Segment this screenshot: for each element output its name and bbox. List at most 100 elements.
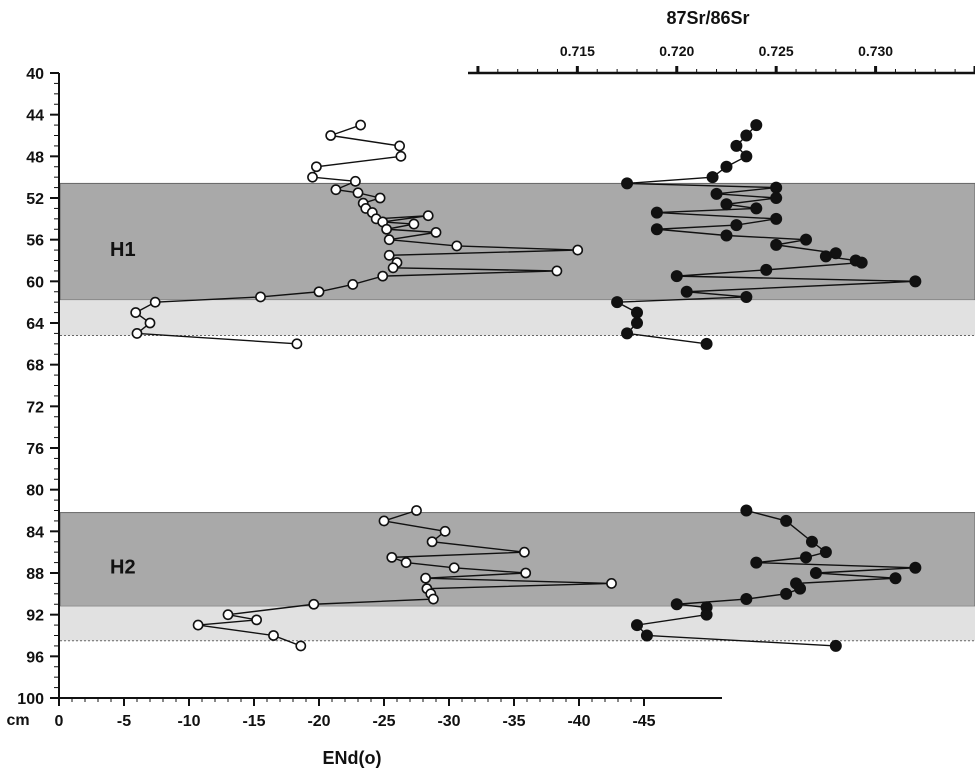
y-axis-unit: cm [6,712,29,729]
end-data-point [430,226,442,238]
end-data-point [411,505,422,516]
end-data-point [307,171,318,183]
end-data-point [400,557,412,568]
sr-tick-label: 0.725 [759,43,794,59]
sr-tick-label: 0.730 [858,43,893,59]
sr-data-point [621,327,634,340]
sr-data-point [740,504,753,517]
sr-data-point [720,160,733,173]
end-data-point [131,328,143,339]
sr-data-point [630,619,643,632]
y-tick-label: 76 [26,441,44,458]
end-data-point [295,640,307,652]
end-data-point [408,218,420,230]
sr-data-point [909,561,922,574]
end-data-point [310,161,322,173]
sr-data-point [720,198,733,211]
sr-data-point [611,296,624,309]
end-data-point [313,286,325,298]
end-data-point [427,593,439,605]
sr-data-point [819,546,832,559]
sr-data-point [770,192,783,205]
end-data-point [291,338,303,350]
top-axis-title: 87Sr/86Sr [666,8,749,28]
sr-data-point [700,337,713,350]
sr-data-point [740,129,753,142]
end-data-point [426,536,438,548]
band-dark [59,182,975,301]
band-label: H1 [110,239,136,261]
sr-data-point [740,593,753,606]
end-data-point [330,184,342,196]
y-tick-label: 88 [26,566,44,583]
sr-data-point [710,187,723,200]
end-data-point [355,119,366,131]
x-axis-title: ENd(o) [323,748,382,768]
x-tick-label: -10 [177,713,200,730]
sr-data-point [909,275,922,288]
end-data-point [349,175,361,187]
y-tick-label: 68 [26,358,44,375]
x-tick-label: -25 [372,713,395,730]
end-data-point [381,223,392,235]
end-data-point [192,619,204,631]
sr-data-point [730,139,743,152]
sr-data-point [805,535,818,548]
y-tick-label: 92 [26,608,44,625]
sr-data-point [855,256,868,269]
end-data-point [144,317,156,329]
sr-data-point [640,629,653,642]
x-tick-label: -30 [437,713,460,730]
x-tick-label: 0 [55,713,64,730]
sr-data-point [770,181,783,194]
end-data-point [572,244,584,256]
x-tick-label: -15 [242,713,265,730]
sr-tick-label: 0.720 [659,43,694,59]
y-tick-label: 60 [26,274,44,291]
sr-data-point [720,229,733,242]
axes-layer [50,66,975,706]
end-data-point [268,630,279,641]
y-tick-label: 96 [26,649,44,666]
sr-data-point [650,206,663,219]
sr-data-point [794,582,807,595]
sr-data-point [780,587,793,600]
end-data-point [383,234,395,246]
end-data-point [383,249,395,261]
end-data-point [377,270,389,282]
end-data-point [352,187,364,199]
sr-data-point [770,212,783,225]
end-data-point [606,578,617,589]
end-data-point [130,307,142,318]
sr-data-point [621,177,634,190]
sr-data-point [829,247,842,260]
end-data-point [222,609,234,621]
series-layer [130,119,922,652]
y-tick-label: 48 [26,149,44,166]
y-tick-label: 84 [26,524,44,541]
sr-data-point [680,285,693,298]
y-tick-label: 80 [26,483,44,500]
sr-data-point [630,306,643,319]
x-tick-label: -45 [632,713,655,730]
band-dark [59,512,975,607]
end-data-point [420,572,431,584]
end-data-point [520,567,532,579]
sr-data-point [630,316,643,329]
end-data-point [551,265,563,277]
sr-data-point [829,639,842,652]
end-data-point [378,515,390,527]
end-data-point [439,525,451,537]
sr-data-point [799,551,812,564]
sr-data-point [670,270,683,283]
label-layer: 87Sr/86Sr ENd(o) cm H1 H2 40 44 48 52 56 60 64 68… [6,8,893,768]
sr-data-point [740,290,753,303]
sr-data-point [650,223,663,236]
end-data-point [386,551,398,563]
band-label: H2 [110,556,136,578]
sr-data-point [889,572,902,585]
y-tick-label: 100 [17,691,44,708]
end-data-point [422,210,434,222]
sr-data-point [670,598,683,611]
